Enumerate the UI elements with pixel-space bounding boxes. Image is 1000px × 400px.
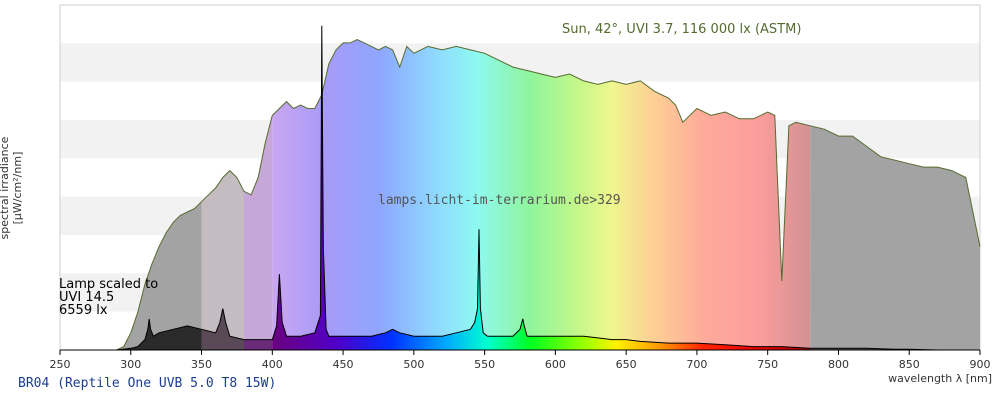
watermark: lamps.licht-im-terrarium.de>329 [378,193,621,208]
lamp-label-line: UVI 14.5 [59,290,115,305]
x-tick-label: 850 [899,358,920,371]
sun-spectrum-line [116,38,981,351]
x-tick-label: 800 [828,358,849,371]
x-axis-ticks: 250 300 350 400 450 500 550 600 650 700 750 800 850 9… [50,350,991,371]
grid-band [60,5,980,44]
x-tick-label: 450 [333,358,354,371]
x-tick-label: 650 [616,358,637,371]
x-tick-label: 600 [545,358,566,371]
x-tick-label: 700 [686,358,707,371]
lamp-spectrum-line [88,25,980,351]
sun-label: Sun, 42°, UVI 3.7, 116 000 lx (ASTM) [562,22,802,37]
x-tick-label: 550 [474,358,495,371]
lamp-label-line: 6559 lx [59,303,108,318]
x-tick-label: 900 [970,358,991,371]
x-tick-label: 250 [50,358,71,371]
x-tick-label: 300 [120,358,141,371]
y-axis-label: spectral irradiance [µW/cm²/nm] [0,136,24,240]
lamp-title: BR04 (Reptile One UVB 5.0 T8 15W) [18,376,277,391]
lamp-label: Lamp scaled to UVI 14.5 6559 lx [59,278,158,317]
lamp-label-line: Lamp scaled to [59,277,159,292]
x-tick-label: 500 [403,358,424,371]
x-tick-label: 350 [191,358,212,371]
x-tick-label: 750 [757,358,778,371]
x-axis-label: wavelength λ [nm] [888,372,992,385]
x-tick-label: 400 [262,358,283,371]
